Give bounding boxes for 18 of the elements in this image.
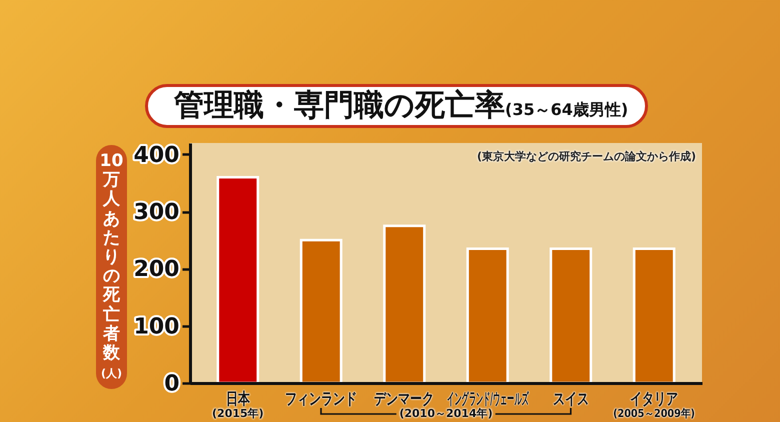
text: (2010～2014年) (399, 407, 493, 420)
x-tick-label: イングランド/ウェールズ (446, 389, 528, 408)
x-tick-label: デンマーク (374, 389, 434, 408)
y-tick-label: 100 (134, 314, 180, 340)
chart-title: 管理職・専門職の死亡率 (174, 87, 505, 125)
y-tick-label: 400 (134, 142, 180, 168)
text: (2015年) (212, 407, 264, 420)
chart-subtitle: (35～64歳男性) (505, 99, 628, 121)
annotation: (東京大学などの研究チームの論文から作成) (476, 150, 696, 164)
x-tick-label: イタリア (630, 389, 678, 408)
y-tick-label: 200 (134, 257, 180, 282)
text: (2005～2009年) (613, 407, 696, 420)
y-tick-label: 300 (134, 200, 180, 226)
x-tick-label: スイス (552, 389, 589, 408)
y-tick-label: 0 (164, 372, 180, 396)
x-tick-label: 日本 (226, 389, 250, 408)
x-tick-label: フィンランド (285, 389, 358, 408)
text: 10万人あたりの死亡者数(人) (100, 151, 124, 380)
